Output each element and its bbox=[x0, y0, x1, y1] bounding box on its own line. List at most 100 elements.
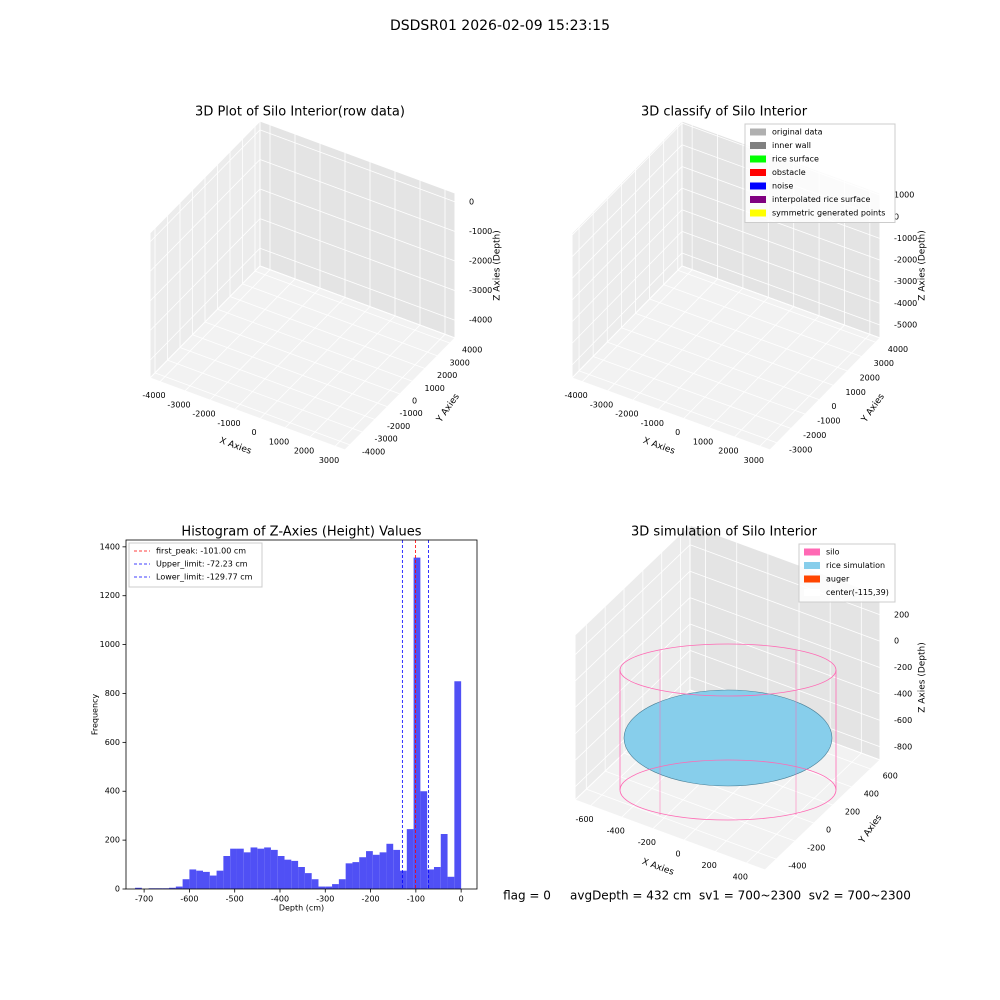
z-tick-label: 0 bbox=[894, 212, 899, 221]
x-tick-label: 0 bbox=[459, 895, 464, 904]
grid-line bbox=[746, 752, 862, 864]
z-tick-label: -800 bbox=[894, 742, 912, 751]
x-tick-label: -700 bbox=[135, 895, 153, 904]
x-tick-label: 400 bbox=[733, 873, 748, 882]
y-tick-label: 600 bbox=[105, 738, 120, 747]
legend-label: original data bbox=[772, 128, 823, 137]
histogram-bar bbox=[433, 867, 441, 889]
histogram-bar bbox=[304, 873, 312, 889]
y-tick-label: -2000 bbox=[803, 431, 826, 440]
histogram-bar bbox=[264, 847, 271, 889]
histogram-bar bbox=[454, 681, 462, 889]
z-tick-label: -4000 bbox=[894, 299, 917, 308]
z-tick-label: -2000 bbox=[469, 257, 492, 266]
y-tick-label: 400 bbox=[105, 787, 120, 796]
pane bbox=[571, 265, 881, 451]
grid-line bbox=[571, 187, 683, 301]
grid-line bbox=[259, 129, 456, 203]
z-tick-label: 200 bbox=[894, 610, 909, 619]
histogram-bar bbox=[175, 886, 183, 889]
histogram-bar bbox=[352, 862, 360, 889]
legend-swatch bbox=[750, 142, 766, 149]
grid-line bbox=[663, 284, 862, 358]
x-tick-label: -1000 bbox=[217, 419, 240, 428]
z-tick-label: 0 bbox=[894, 637, 899, 646]
histogram-bar bbox=[243, 852, 251, 889]
y-axis-label: Frequency bbox=[91, 694, 100, 736]
legend-swatch bbox=[750, 182, 766, 190]
y-tick-label: 1000 bbox=[425, 384, 445, 393]
grid-line bbox=[149, 188, 261, 302]
grid-line bbox=[574, 650, 691, 761]
x-tick-label: -200 bbox=[361, 895, 379, 904]
legend-swatch bbox=[804, 589, 820, 596]
legend-swatch bbox=[750, 128, 766, 136]
grid-line bbox=[681, 252, 881, 326]
y-tick-label: 400 bbox=[864, 790, 879, 799]
z-tick-label: -400 bbox=[894, 690, 912, 699]
y-tick-label: 4000 bbox=[888, 345, 908, 354]
legend-swatch bbox=[750, 155, 766, 163]
y-tick-label: -3000 bbox=[375, 435, 398, 444]
grid-line bbox=[681, 187, 881, 261]
histogram-bar bbox=[345, 863, 353, 889]
x-tick-label: -2000 bbox=[615, 410, 638, 419]
z-axis-label: Z Axies (Depth) bbox=[918, 642, 928, 713]
z-tick-label: -200 bbox=[894, 663, 912, 672]
x-axis-label: X Axies bbox=[218, 436, 253, 457]
histogram-bar bbox=[223, 856, 231, 889]
x-tick-label: -2000 bbox=[192, 410, 215, 419]
x-tick-label: -4000 bbox=[142, 391, 165, 400]
grid-line bbox=[607, 341, 806, 415]
histogram-bar bbox=[413, 557, 421, 889]
histogram-bar bbox=[311, 879, 319, 889]
y-tick-label: -200 bbox=[807, 844, 825, 853]
grid-line bbox=[621, 327, 820, 401]
z-tick-label: -5000 bbox=[894, 321, 917, 330]
histogram-bar bbox=[393, 849, 401, 889]
grid-line bbox=[649, 298, 848, 372]
y-tick-label: 200 bbox=[845, 808, 860, 817]
x-tick-label: 3000 bbox=[744, 456, 764, 465]
grid-line bbox=[574, 623, 691, 735]
x-tick-label: -600 bbox=[180, 895, 198, 904]
grid-line bbox=[254, 270, 451, 344]
y-tick-label: -2000 bbox=[387, 422, 410, 431]
figure-title: DSDSR01 2026-02-09 15:23:15 bbox=[390, 18, 610, 34]
histogram-bar bbox=[406, 829, 414, 889]
grid-line bbox=[149, 218, 261, 331]
grid-line bbox=[681, 209, 881, 283]
x-tick-label: 200 bbox=[702, 861, 717, 870]
grid-line bbox=[229, 296, 426, 369]
y-axis-label: Y Axies bbox=[857, 813, 885, 846]
simulation-decoration bbox=[619, 643, 837, 821]
chart-title: 3D simulation of Silo Interior bbox=[631, 525, 818, 540]
y-tick-label: -4000 bbox=[362, 447, 385, 456]
z-axis-label: Z Axies (Depth) bbox=[918, 230, 928, 301]
x-tick-label: 3000 bbox=[319, 456, 339, 465]
z-tick-label: -2000 bbox=[894, 256, 917, 265]
x-tick-label: -3000 bbox=[590, 400, 613, 409]
z-tick-label: -1000 bbox=[894, 234, 917, 243]
x-tick-label: 2000 bbox=[294, 447, 314, 456]
grid-line bbox=[689, 597, 881, 668]
z-tick-label: -3000 bbox=[469, 286, 492, 295]
legend-swatch bbox=[804, 562, 820, 569]
histogram-bar bbox=[332, 884, 339, 889]
grid-line bbox=[571, 231, 683, 344]
legend-label: inner wall bbox=[772, 141, 811, 150]
legend-label: noise bbox=[772, 182, 793, 191]
grid-line bbox=[179, 347, 376, 420]
histogram-bar bbox=[400, 870, 407, 889]
y-tick-label: 1200 bbox=[100, 591, 120, 600]
legend-swatch bbox=[804, 548, 820, 556]
grid-line bbox=[574, 597, 691, 708]
histogram-bar bbox=[202, 871, 210, 889]
y-tick-label: -1000 bbox=[400, 409, 423, 418]
status-footer: flag = 0 avgDepth = 432 cm sv1 = 700~230… bbox=[503, 889, 911, 903]
grid-line bbox=[571, 252, 683, 366]
y-tick-label: 2000 bbox=[437, 371, 457, 380]
grid-line bbox=[689, 570, 881, 642]
histogram-bar bbox=[236, 848, 244, 889]
legend-label: silo bbox=[826, 548, 840, 557]
